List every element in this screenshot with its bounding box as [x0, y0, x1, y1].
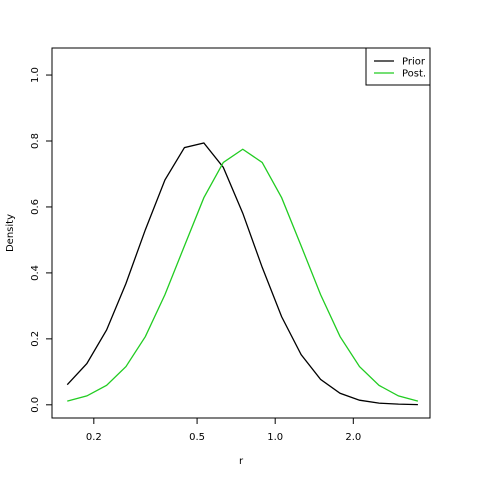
- plot-box: [51, 47, 431, 419]
- y-tick-label: 0.8: [30, 133, 41, 149]
- line: [67, 148, 419, 402]
- x-tick-label: 1.0: [267, 432, 283, 443]
- legend-label: Post.: [402, 69, 426, 80]
- y-tick-label: 0.6: [30, 199, 41, 215]
- x-tick-label: 0.5: [189, 432, 205, 443]
- line: [66, 142, 418, 406]
- x-axis-label: r: [239, 456, 244, 467]
- y-tick-label: 0.4: [30, 265, 41, 281]
- legend-label: Prior: [402, 57, 426, 68]
- y-tick-label: 0.0: [30, 397, 41, 413]
- x-tick-label: 0.2: [86, 432, 102, 443]
- y-tick-label: 0.2: [30, 331, 41, 347]
- x-tick-label: 2.0: [345, 432, 361, 443]
- y-tick-label: 1.0: [30, 67, 41, 83]
- legend-box: [365, 47, 431, 86]
- y-axis-label: Density: [5, 214, 16, 252]
